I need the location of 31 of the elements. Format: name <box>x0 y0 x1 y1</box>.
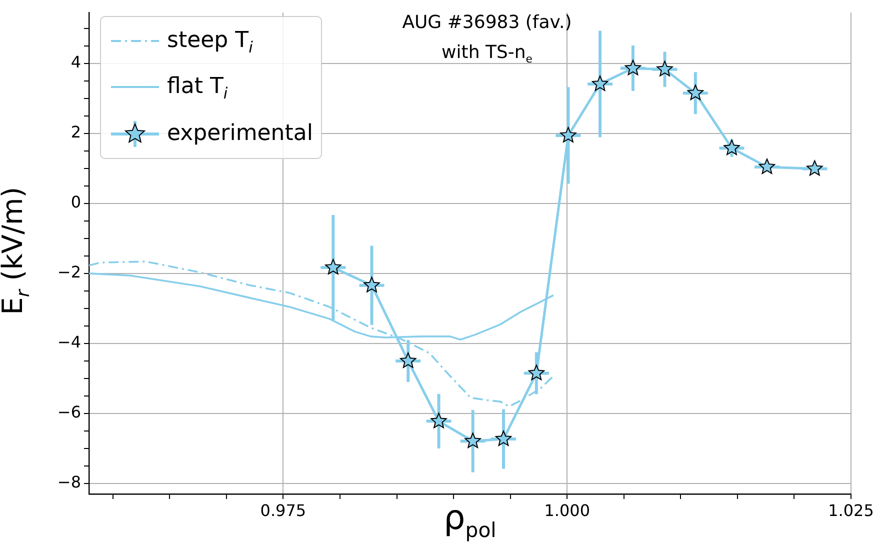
point <box>400 352 416 368</box>
annotation: with TS-n$_{e}$ <box>440 42 534 66</box>
point <box>656 60 673 76</box>
x-tick-label: 1.000 <box>544 500 590 520</box>
x-tick-label: 0.975 <box>260 500 306 520</box>
point <box>806 160 823 176</box>
point <box>560 126 576 142</box>
x-tick-label: 1.025 <box>828 500 874 520</box>
point <box>528 364 545 380</box>
point <box>624 60 642 76</box>
legend-label: experimental <box>167 120 313 146</box>
legend-label: flat T$_{i}$ <box>167 74 228 103</box>
point <box>724 140 740 156</box>
y-tick-label: 0 <box>70 192 81 212</box>
point <box>464 432 481 448</box>
point <box>758 158 776 174</box>
y-tick-label: 2 <box>70 122 81 142</box>
point <box>325 258 342 274</box>
y-tick-label: −8 <box>57 472 81 492</box>
y-tick-label: −2 <box>57 262 81 282</box>
point <box>364 276 380 292</box>
point <box>687 84 704 100</box>
point <box>430 412 447 428</box>
legend-label: steep T$_{i}$ <box>167 28 253 56</box>
y-tick-label: −6 <box>57 402 81 422</box>
point <box>592 76 608 91</box>
y-tick-label: 4 <box>70 52 81 72</box>
annotation: AUG #36983 (fav.) <box>401 12 573 33</box>
point <box>495 430 512 446</box>
y-tick-label: −4 <box>57 332 81 352</box>
x-axis-title: ρ$_{pol}$ <box>444 498 496 542</box>
